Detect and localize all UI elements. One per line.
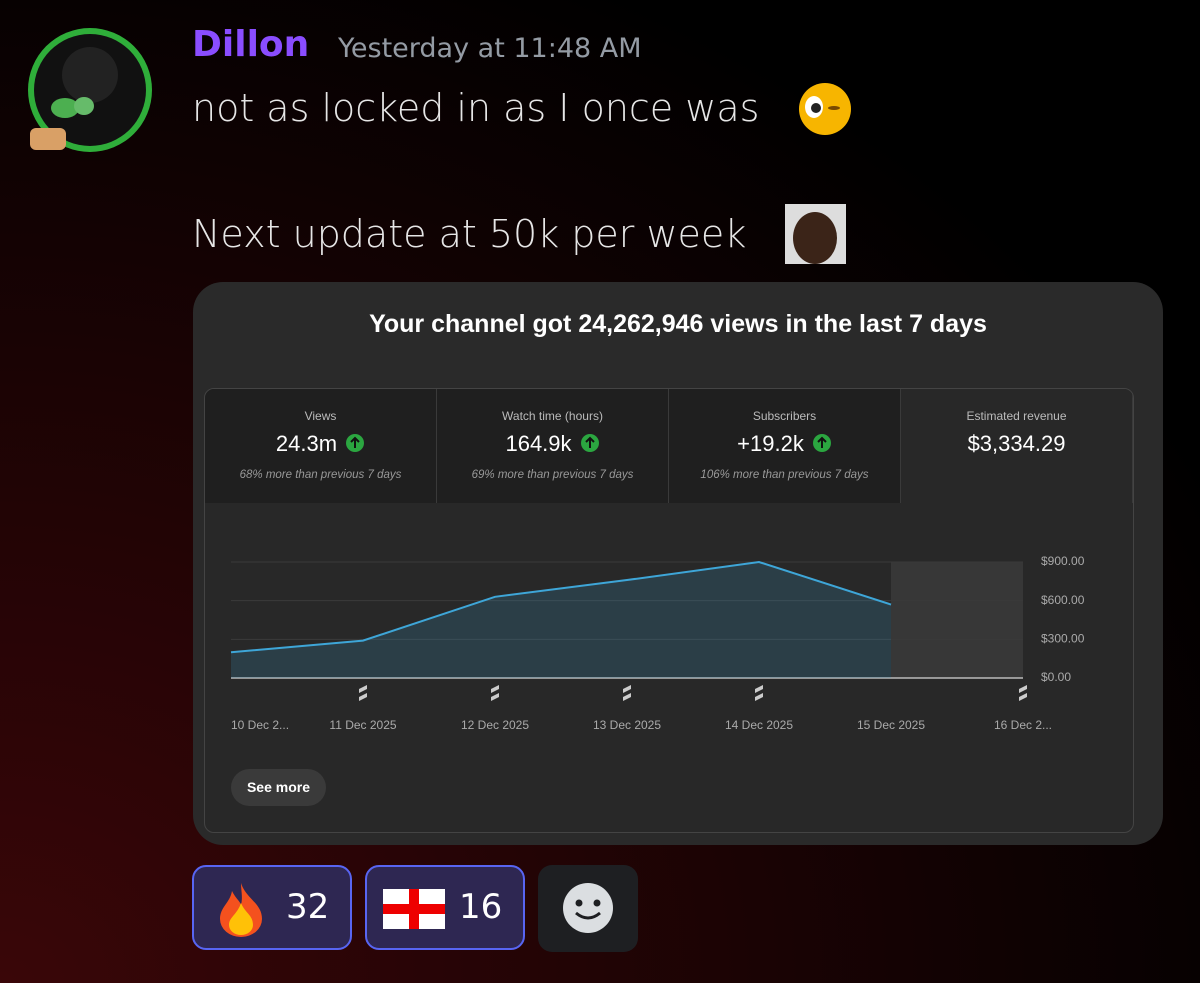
stat-note: 106% more than previous 7 days: [700, 469, 869, 481]
author[interactable]: Dillon: [192, 24, 310, 65]
x-tick-label: 16 Dec 2...: [994, 718, 1052, 732]
stat-value: 24.3m: [205, 431, 436, 457]
stat-note: 69% more than previous 7 days: [471, 469, 634, 481]
line: [230, 560, 892, 654]
stat-card: Estimated revenue $3,334.29: [901, 389, 1133, 503]
see-more-button[interactable]: See more: [231, 769, 326, 806]
timestamp: Yesterday at 11:48 AM: [338, 33, 642, 64]
shorts-icon: [491, 685, 499, 701]
stat-label: Watch time (hours): [502, 409, 603, 423]
add-reaction-button[interactable]: [538, 865, 638, 952]
stat-label: Views: [304, 409, 337, 423]
flag-emoji: [383, 889, 445, 929]
stat-value: $3,334.29: [901, 431, 1132, 457]
up-icon: [812, 434, 831, 452]
x-tick-label: 12 Dec 2025: [461, 718, 529, 732]
stat-value: 164.9k: [437, 431, 668, 457]
y-tick-label: $900.00: [1041, 554, 1085, 568]
up-icon: [580, 434, 599, 452]
stat-value-text: +19.2k: [737, 431, 804, 456]
fire-emoji: [220, 883, 262, 937]
up-icon: [346, 434, 365, 452]
shorts-icon: [359, 685, 367, 701]
reaction-count: 16: [459, 887, 503, 927]
y-tick-label: $600.00: [1041, 593, 1085, 607]
x-tick-label: 15 Dec 2025: [857, 718, 925, 732]
stat-card: Subscribers +19.2k 106% more than previous…: [669, 389, 901, 503]
stat-note: 68% more than previous 7 days: [239, 469, 402, 481]
y-tick-label: $300.00: [1041, 632, 1085, 646]
area: [231, 562, 891, 678]
y-tick-label: $0.00: [1041, 670, 1071, 684]
stat-value: +19.2k: [669, 431, 900, 457]
x-tick-label: 11 Dec 2025: [329, 718, 396, 732]
reaction-count: 32: [286, 887, 330, 927]
embed-title: Your channel got 24,262,946 views in the…: [369, 310, 987, 338]
shorts-icon: [755, 685, 763, 701]
x-tick-label: 13 Dec 2025: [593, 718, 661, 732]
reaction[interactable]: 32: [192, 865, 352, 950]
message-line: not as locked in as I once was: [192, 86, 760, 130]
stat-value-text: 24.3m: [275, 431, 338, 456]
stats-panel: $0.00 $300.00 $600.00 $900.00 10 Dec 2... 11 …: [204, 388, 1134, 833]
embed: Your channel got 24,262,946 views in the…: [193, 282, 1163, 845]
shorts-icon: [623, 685, 631, 701]
x-tick-label: 10 Dec 2...: [231, 718, 289, 732]
stat-label: Estimated revenue: [966, 409, 1067, 423]
smiley-icon: [563, 883, 613, 933]
stat-card: Views 24.3m 68% more than previous 7 days: [205, 389, 437, 503]
stat-card: Watch time (hours) 164.9k 69% more than pr…: [437, 389, 669, 503]
stat-value-text: 164.9k: [505, 431, 572, 456]
reaction[interactable]: 16: [365, 865, 525, 950]
x-tick-label: 14 Dec 2025: [725, 718, 793, 732]
incomplete-period: [891, 562, 1023, 678]
stat-value-text: $3,334.29: [967, 431, 1066, 456]
stat-label: Subscribers: [752, 409, 817, 423]
shorts-icon: [1019, 685, 1027, 701]
chart: $0.00 $300.00 $600.00 $900.00 10 Dec 2... 11 …: [230, 554, 1085, 732]
emoji: [799, 83, 851, 135]
message-line: Next update at 50k per week: [192, 212, 747, 256]
emoji: [785, 204, 846, 264]
avatar[interactable]: [20, 20, 160, 160]
